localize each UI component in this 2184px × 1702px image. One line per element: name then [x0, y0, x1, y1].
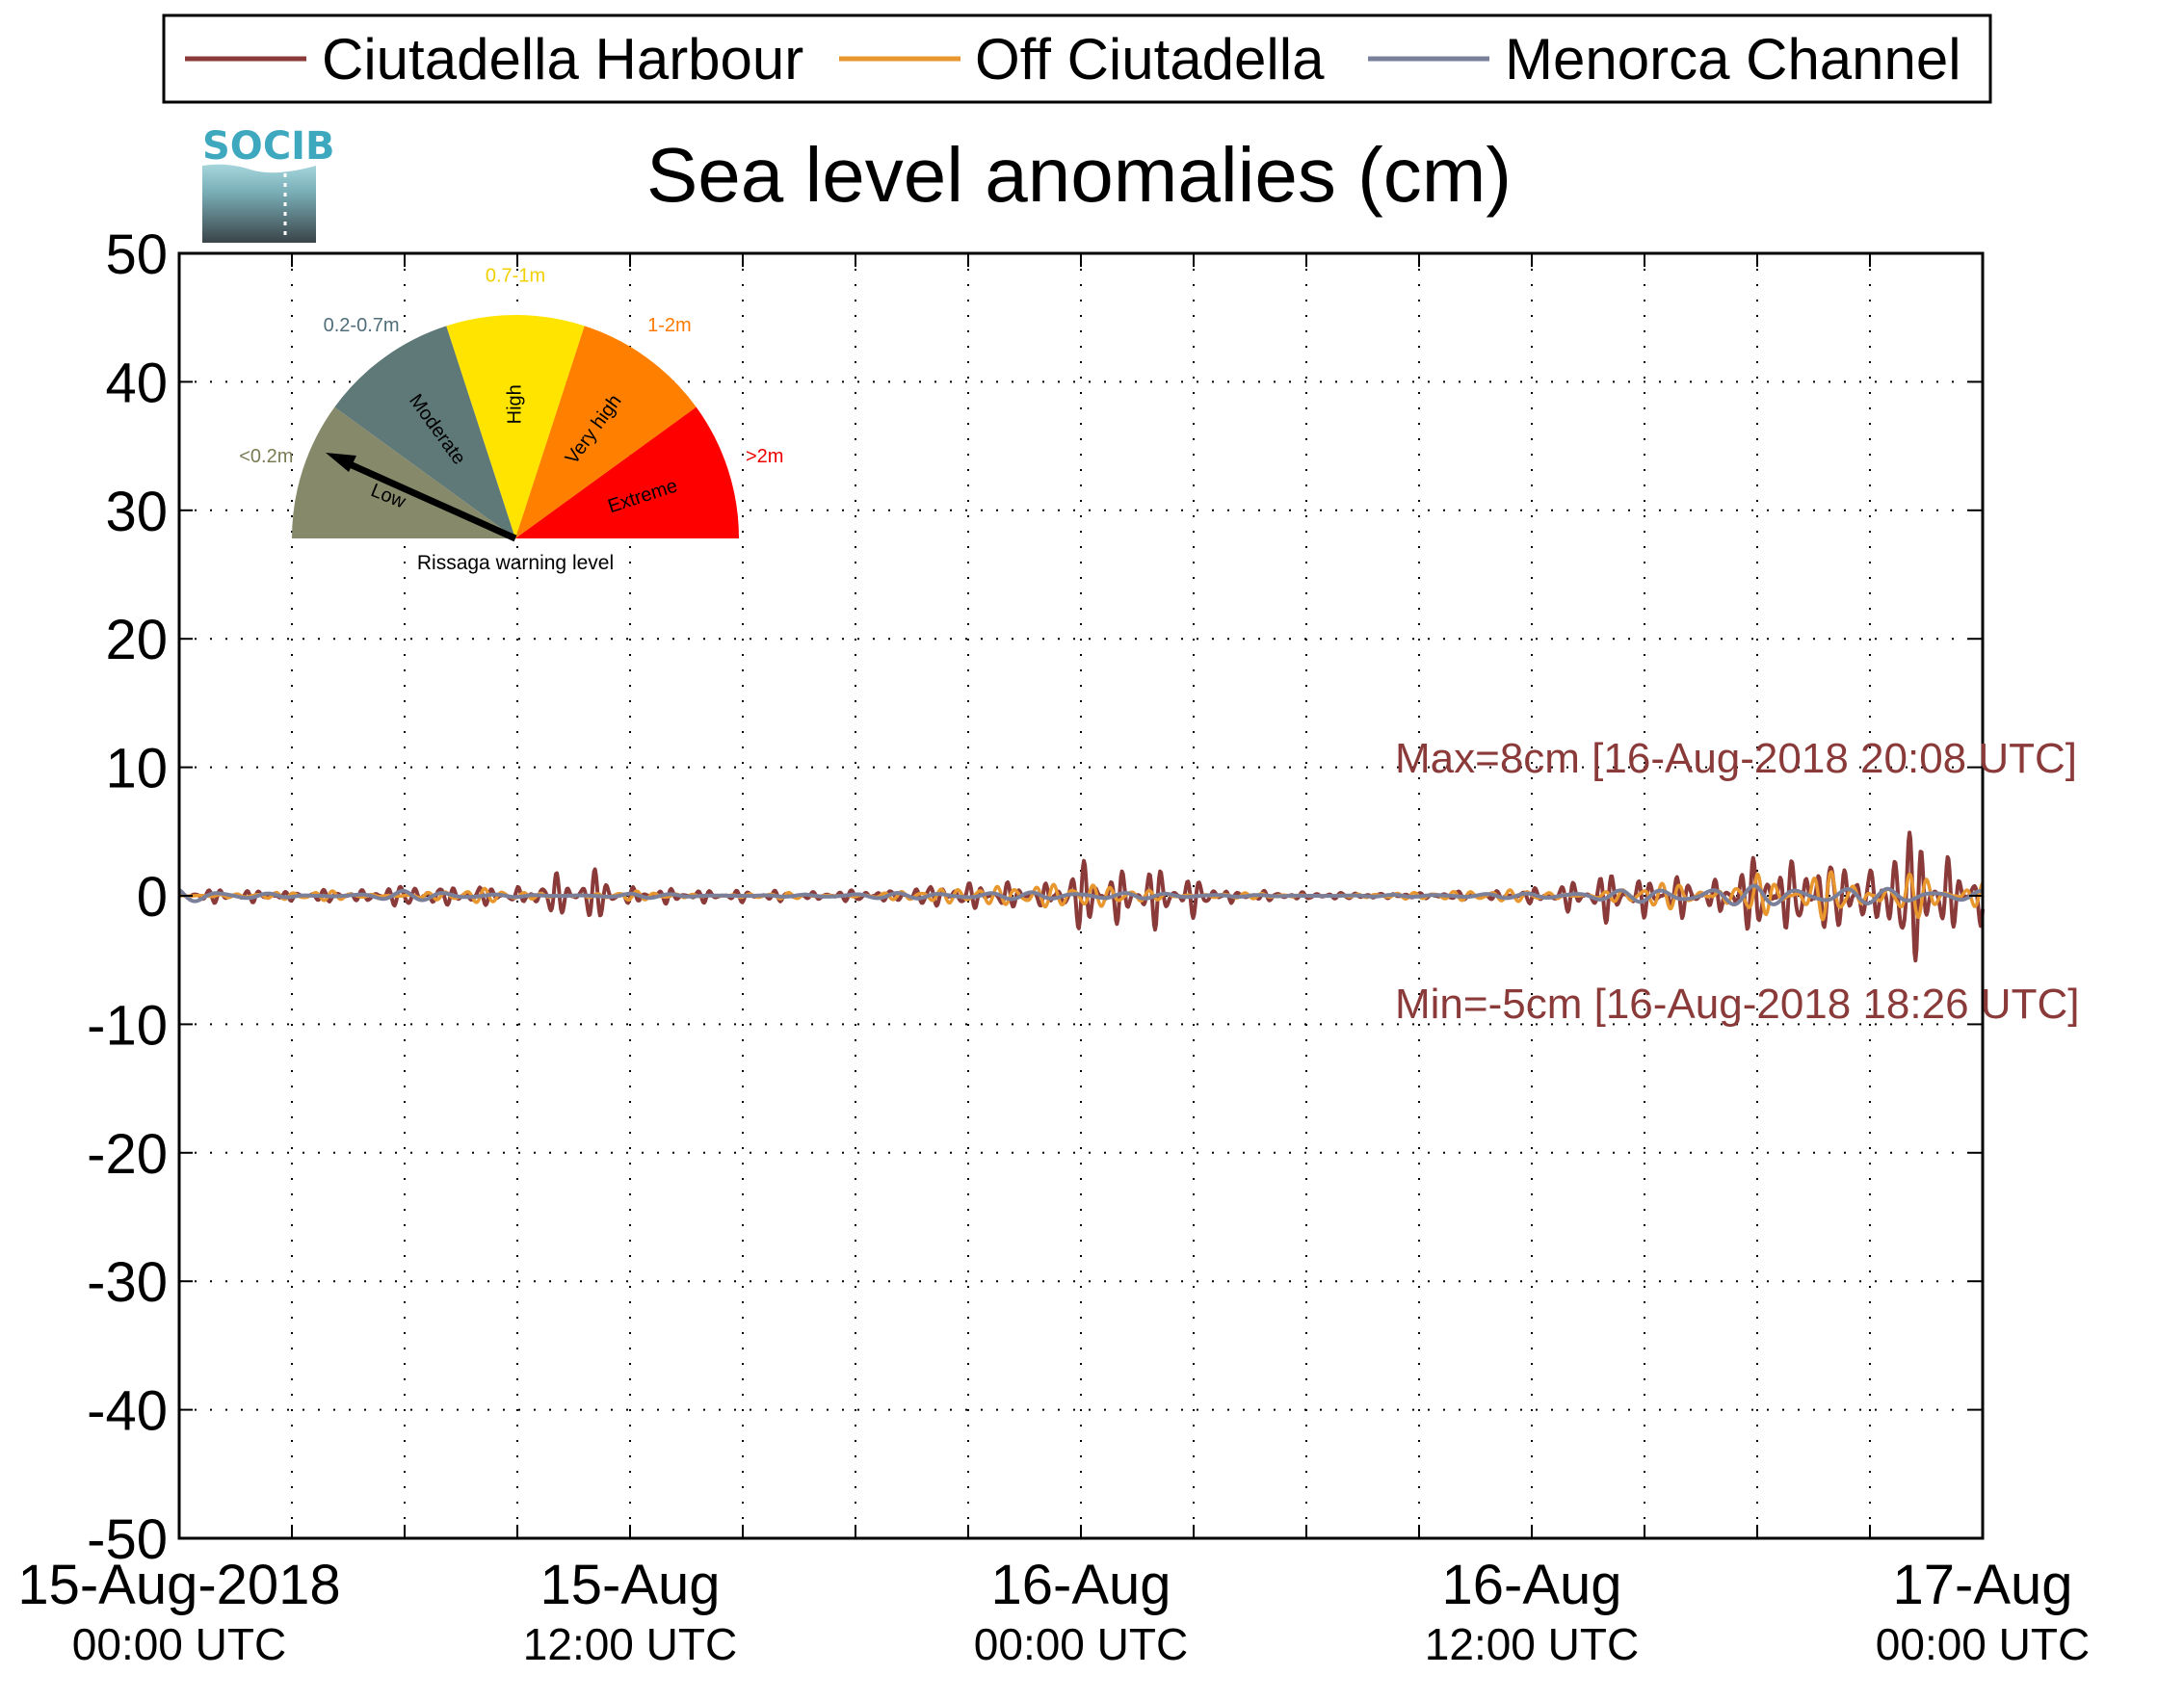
max-annotation: Max=8cm [16-Aug-2018 20:08 UTC] — [1395, 735, 2077, 782]
y-tick-labels: 50 40 30 20 10 0 -10 -20 -30 -40 -50 — [87, 223, 168, 1571]
x-tick-sublabel: 00:00 UTC — [72, 1619, 286, 1669]
legend-label-menorca-channel: Menorca Channel — [1505, 27, 1961, 92]
series-layer — [177, 830, 1985, 963]
gauge-segment-moderate — [334, 326, 515, 538]
y-tick-label: -10 — [87, 994, 168, 1057]
y-tick-label: -20 — [87, 1123, 168, 1186]
min-annotation: Min=-5cm [16-Aug-2018 18:26 UTC] — [1395, 981, 2079, 1028]
socib-logo: SOCIB — [202, 124, 335, 243]
gauge-segment-high — [446, 315, 585, 538]
y-tick-label: -30 — [87, 1251, 168, 1314]
legend-label-ciutadella-harbour: Ciutadella Harbour — [322, 27, 803, 92]
gauge-range-label: 0.7-1m — [486, 265, 545, 286]
logo-text: SOCIB — [202, 124, 335, 169]
gauge-range-label: >2m — [746, 446, 783, 467]
legend-label-off-ciutadella: Off Ciutadella — [975, 27, 1325, 92]
x-tick-label: 15-Aug-2018 — [17, 1554, 340, 1616]
gauge-range-label: 1-2m — [647, 315, 692, 336]
gauge-arrow-head — [326, 453, 356, 472]
x-tick-label: 16-Aug — [1441, 1554, 1621, 1616]
gauge-range-label: <0.2m — [239, 446, 293, 467]
x-tick-sublabel: 12:00 UTC — [523, 1619, 737, 1669]
x-tick-label: 17-Aug — [1892, 1554, 2072, 1616]
axis-ticks — [179, 252, 1983, 1539]
gauge-segment-very-high — [515, 326, 697, 538]
x-tick-label: 16-Aug — [990, 1554, 1171, 1616]
gauge-range-labels: <0.2m 0.2-0.7m 0.7-1m 1-2m >2m — [239, 265, 783, 467]
gauge-arrow — [337, 456, 517, 542]
gauge-caption: Rissaga warning level — [417, 552, 614, 574]
series-line-ciutadella-harbour — [178, 830, 1985, 963]
series-line-menorca-channel — [177, 883, 1984, 906]
y-tick-label: 30 — [105, 481, 168, 543]
x-tick-sublabel: 00:00 UTC — [1876, 1619, 2090, 1669]
gauge-segment-extreme — [515, 406, 739, 538]
gauge-level-label: High — [504, 384, 525, 424]
legend: Ciutadella Harbour Off Ciutadella Menorc… — [162, 13, 1992, 104]
gauge-segment-low — [292, 406, 515, 538]
y-tick-label: 20 — [105, 609, 168, 671]
x-tick-label: 15-Aug — [539, 1554, 720, 1616]
legend-box — [162, 13, 1992, 104]
y-tick-label: 10 — [105, 738, 168, 800]
gauge-range-label: 0.2-0.7m — [324, 315, 400, 336]
y-tick-label: 0 — [137, 866, 168, 929]
y-tick-label: 40 — [105, 352, 168, 414]
chart-title: Sea level anomalies (cm) — [646, 132, 1512, 218]
x-tick-sublabel: 12:00 UTC — [1425, 1619, 1639, 1669]
x-tick-sublabel: 00:00 UTC — [974, 1619, 1188, 1669]
y-tick-label: -40 — [87, 1380, 168, 1443]
y-tick-label: -50 — [87, 1508, 168, 1571]
y-tick-label: 50 — [105, 223, 168, 286]
gauge-segments — [292, 315, 739, 538]
